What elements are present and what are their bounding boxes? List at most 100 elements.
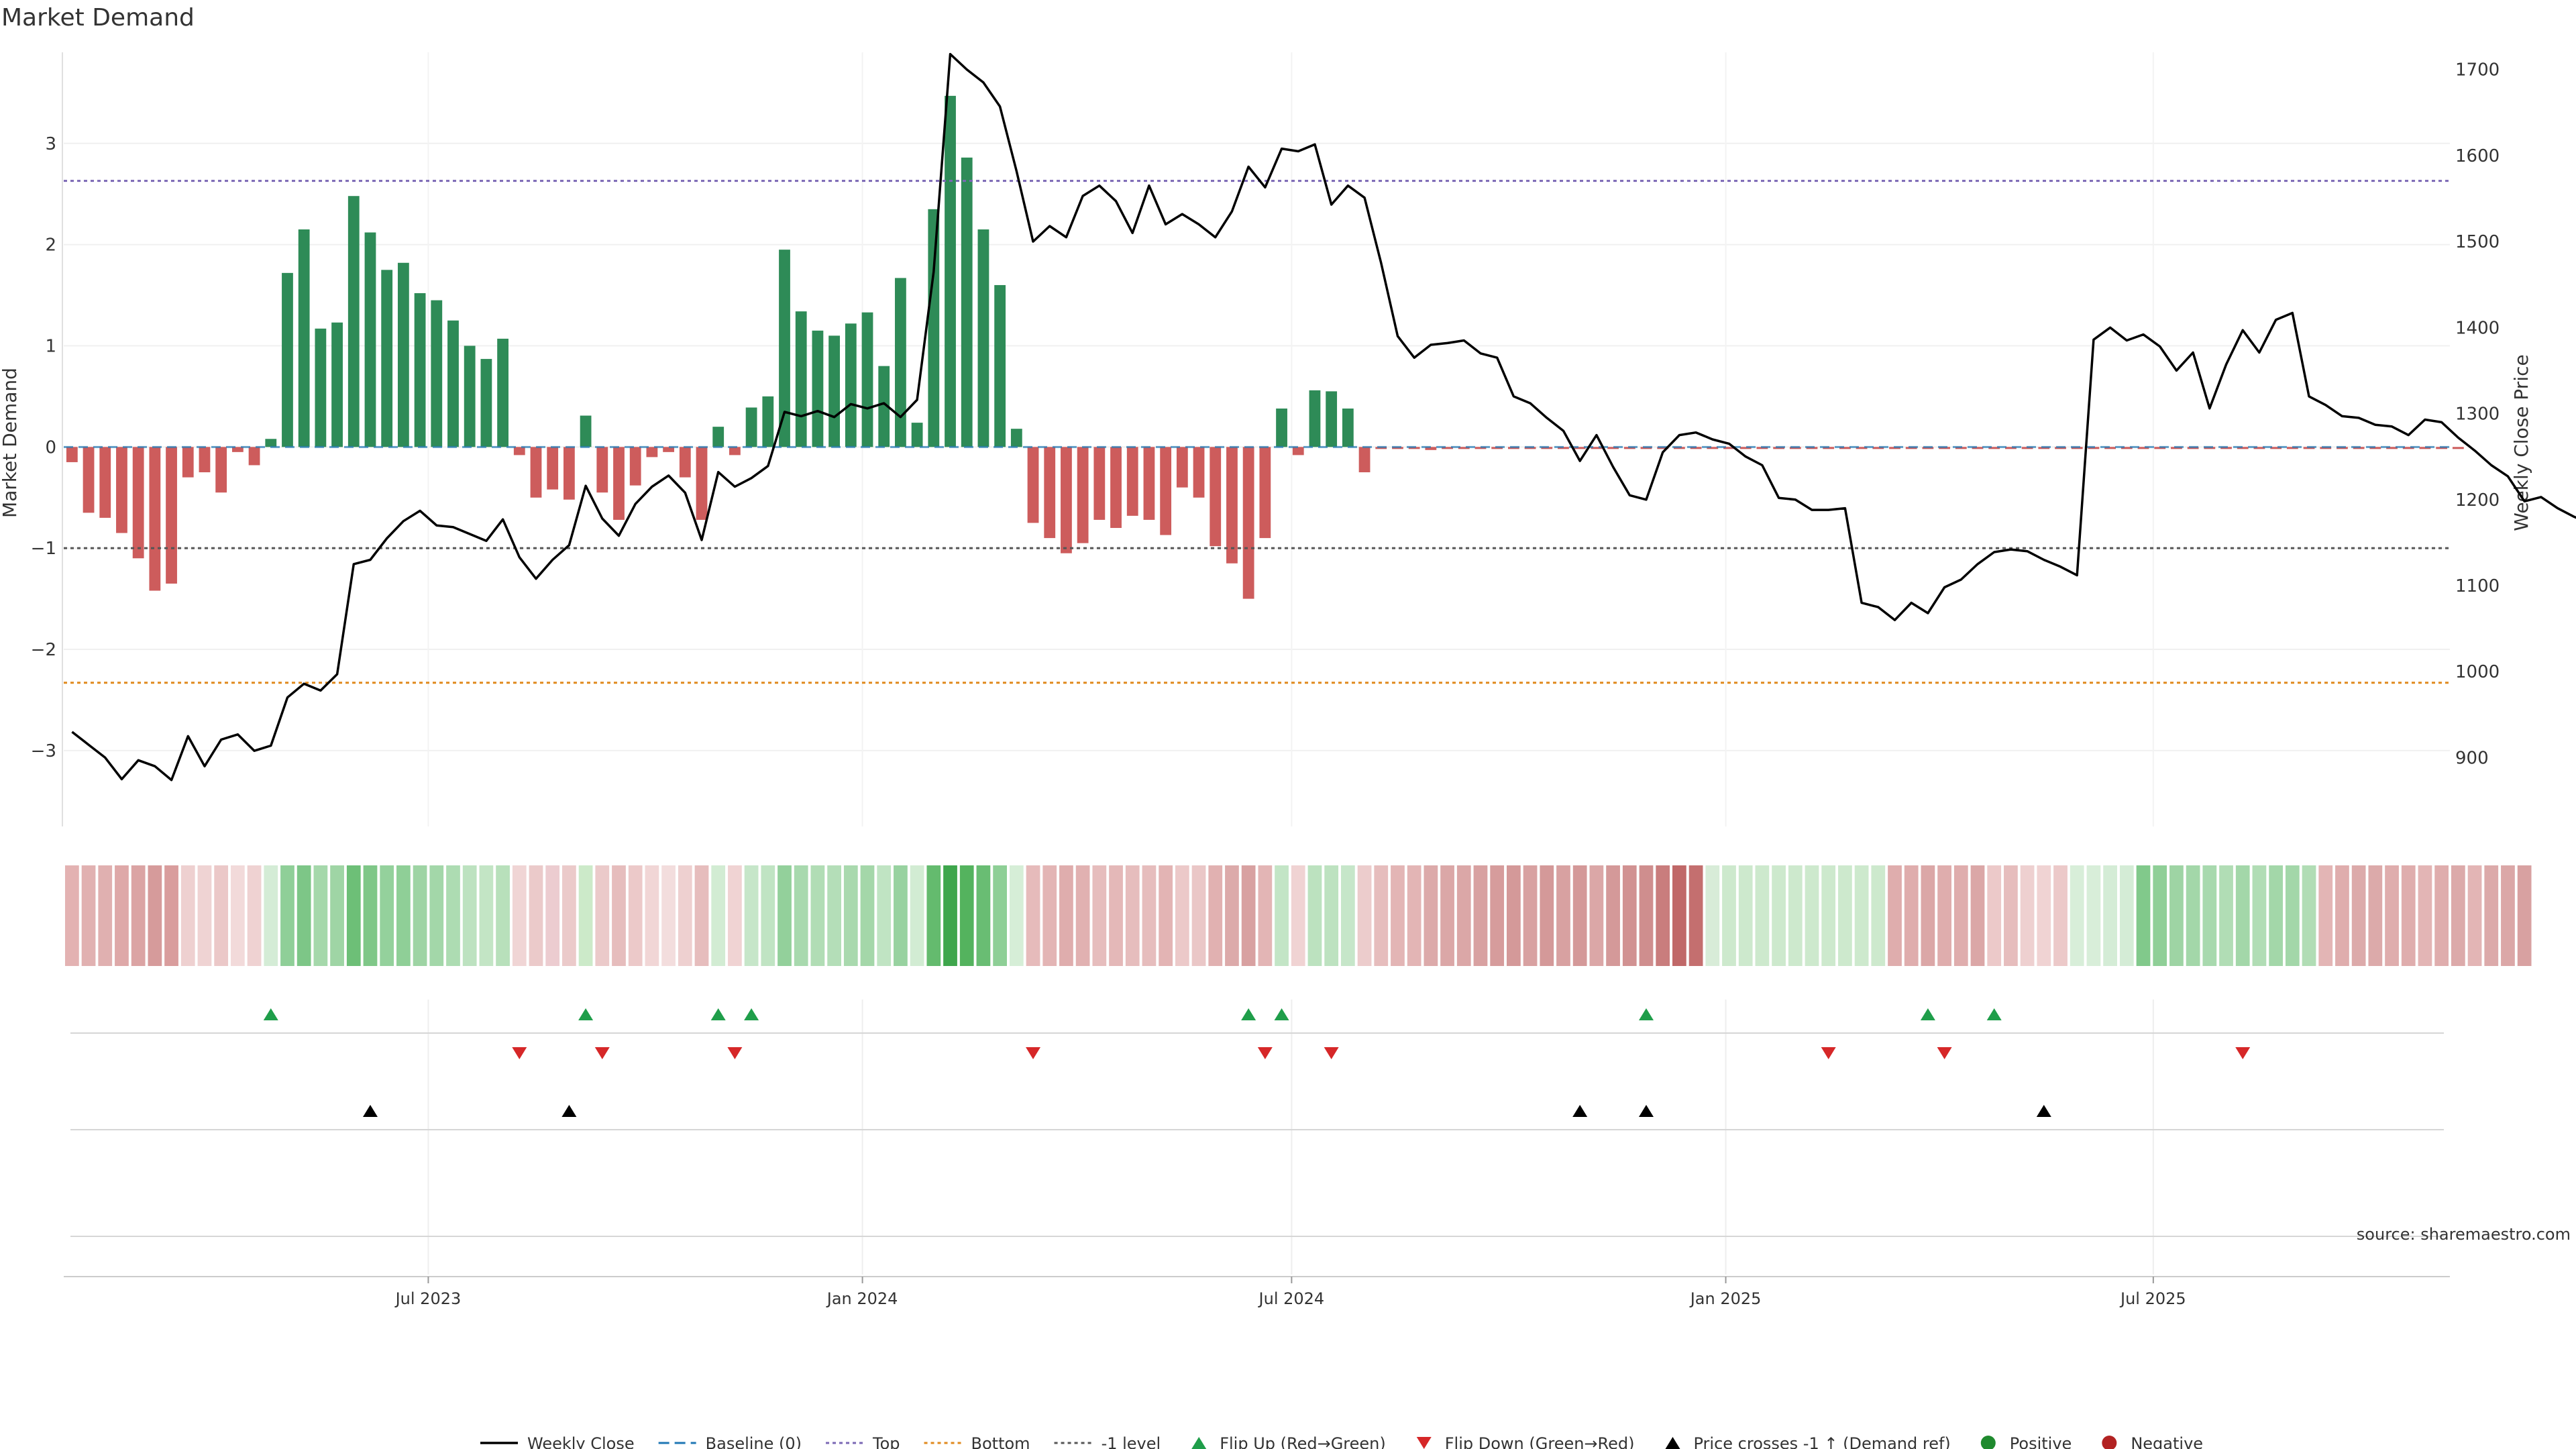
strip-cell [694, 865, 709, 966]
strip-cell [578, 865, 593, 966]
strip-cell [2418, 865, 2432, 966]
negative-bar [1524, 447, 1536, 449]
legend-label: Weekly Close [527, 1434, 635, 1449]
negative-bar [182, 447, 194, 478]
strip-cell [164, 865, 178, 966]
negative-bar [2286, 447, 2298, 449]
negative-bar [1160, 447, 1172, 535]
positive-bar [895, 278, 906, 447]
negative-bar [1375, 447, 1387, 449]
chart-title: Market Demand [1, 4, 195, 32]
strip-cell [2169, 865, 2184, 966]
strip-cell [2269, 865, 2284, 966]
gridlines [62, 52, 2450, 1275]
strip-cell [247, 865, 262, 966]
strip-cell [2037, 865, 2051, 966]
negative-bar [1491, 447, 1503, 449]
legend-swatch-dot [2102, 1436, 2117, 1449]
negative-bar [2320, 447, 2332, 449]
y2-tick-label: 1100 [2455, 576, 2500, 596]
strip-cell [380, 865, 394, 966]
y-tick-label: −2 [31, 640, 56, 660]
strip-cell [2401, 865, 2416, 966]
strip-cell [711, 865, 726, 966]
strip-cell [230, 865, 245, 966]
strip-cell [363, 865, 378, 966]
negative-bar [2005, 447, 2017, 449]
strip-cell [2285, 865, 2300, 966]
strip-cell [1473, 865, 1488, 966]
y-tick-label: 0 [45, 437, 56, 458]
strip-cell [1589, 865, 1604, 966]
negative-bar [1723, 447, 1735, 449]
flip-up-marker [744, 1008, 759, 1020]
positive-bar [945, 95, 956, 447]
strip-cell [1275, 865, 1289, 966]
strip-cell [2517, 865, 2532, 966]
price-cross-marker [1572, 1105, 1588, 1117]
negative-bar [1773, 447, 1784, 449]
positive-bar [961, 157, 973, 447]
strip-cell [2070, 865, 2084, 966]
strip-cell [1241, 865, 1256, 966]
positive-bar [431, 300, 443, 447]
legend-label: Bottom [971, 1434, 1030, 1449]
strip-cell [810, 865, 825, 966]
demand-heat-strip [64, 865, 2532, 966]
positive-bar [1309, 390, 1321, 447]
y2-tick-label: 1600 [2455, 146, 2500, 166]
strip-cell [2302, 865, 2316, 966]
negative-bar [2237, 447, 2249, 449]
strip-cell [2351, 865, 2366, 966]
negative-bar [2171, 447, 2182, 449]
strip-cell [1142, 865, 1157, 966]
strip-cell [2467, 865, 2482, 966]
strip-cell [180, 865, 195, 966]
positive-bar [1342, 408, 1354, 447]
strip-cell [877, 865, 892, 966]
legend-swatch-marker [1665, 1437, 1680, 1449]
negative-bar [2071, 447, 2083, 449]
strip-cell [1656, 865, 1670, 966]
strip-cell [2219, 865, 2233, 966]
flip-down-marker [2235, 1047, 2251, 1059]
legend-item-neg: Negative [2102, 1434, 2203, 1449]
positive-bar [861, 312, 873, 447]
negative-bar [1242, 447, 1254, 599]
negative-bar [2220, 447, 2232, 449]
negative-bar [629, 447, 641, 486]
legend-label: -1 level [1102, 1434, 1161, 1449]
positive-bar [911, 423, 923, 447]
negative-bar [1889, 447, 1900, 449]
negative-bar [1458, 447, 1470, 449]
strip-cell [1888, 865, 1902, 966]
strip-cell [1970, 865, 1985, 966]
strip-cell [1838, 865, 1852, 966]
legend: Weekly Close Baseline (0) Top Bottom -1 leve… [480, 1434, 2203, 1449]
positive-bar [331, 322, 343, 447]
y-axis-label: Market Demand [0, 368, 21, 518]
negative-bar [1193, 447, 1205, 498]
x-tick-label: Jan 2025 [1689, 1289, 1762, 1308]
negative-bar [1226, 447, 1238, 564]
strip-cell [413, 865, 427, 966]
legend-item-flipup: Flip Up (Red→Green) [1191, 1434, 1386, 1449]
strip-cell [280, 865, 294, 966]
negative-bar [1093, 447, 1106, 520]
negative-bar [2187, 447, 2199, 449]
legend-item-cross: Price crosses -1 ↑ (Demand ref) [1665, 1434, 1951, 1449]
strip-cell [2202, 865, 2217, 966]
negative-bar [613, 447, 625, 520]
positive-bar [812, 330, 824, 447]
flip-down-marker [1937, 1047, 1952, 1059]
positive-bar [1010, 429, 1022, 447]
negative-bar [1392, 447, 1403, 449]
strip-cell [1606, 865, 1620, 966]
negative-bar [1210, 447, 1222, 547]
legend-label: Flip Down (Green→Red) [1445, 1434, 1635, 1449]
x-tick-label: Jul 2025 [2119, 1289, 2186, 1308]
negative-bar [1955, 447, 1967, 449]
strip-cell [926, 865, 941, 966]
strip-cell [628, 865, 643, 966]
negative-bar [2270, 447, 2282, 449]
